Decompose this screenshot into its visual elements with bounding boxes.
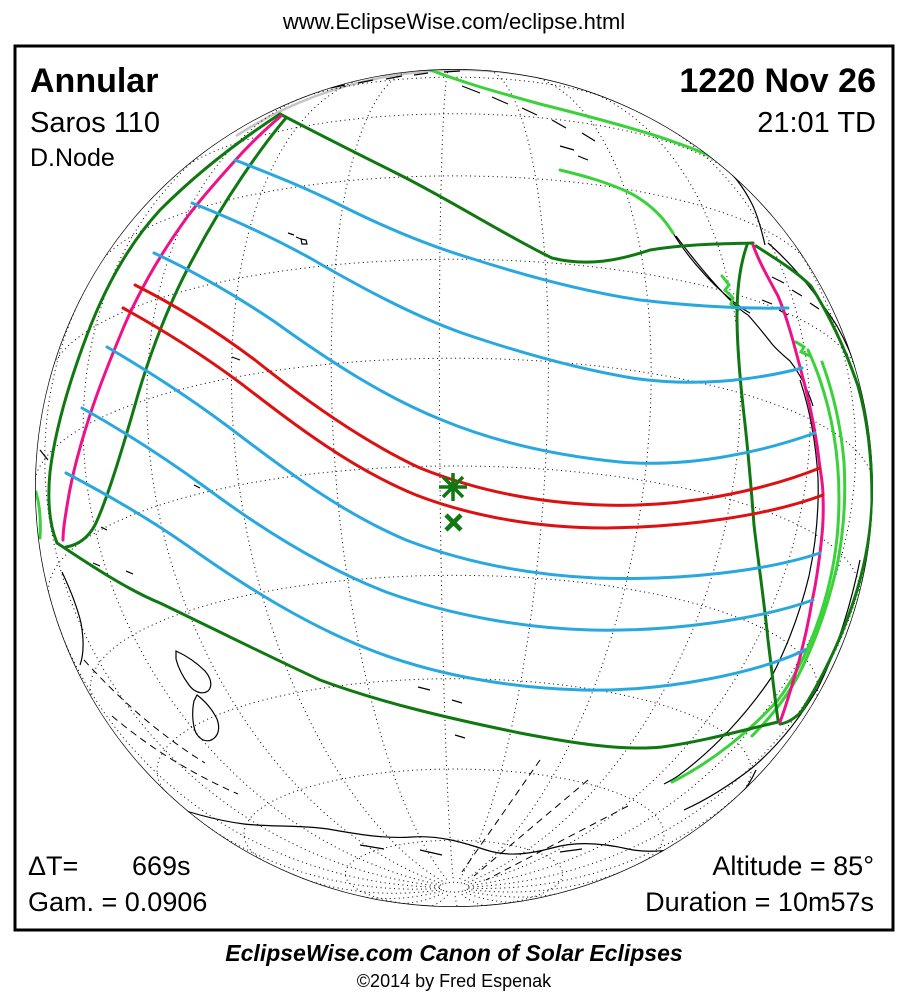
melanesia-coast-highlight bbox=[35, 490, 42, 540]
graticule-line bbox=[50, 258, 858, 372]
alaska-bc-coast-highlight bbox=[421, 69, 719, 162]
annular-path-northern-limit bbox=[133, 283, 822, 507]
central-america-coast-highlight bbox=[720, 274, 812, 358]
us-west-coast-highlight bbox=[558, 168, 675, 235]
graticule-line bbox=[346, 890, 445, 900]
greatest-eclipse-marker bbox=[439, 473, 467, 501]
new-zealand-south-island bbox=[192, 694, 220, 742]
graticule-line bbox=[89, 574, 819, 708]
west-sunrise-curve bbox=[64, 116, 288, 549]
magnitude-contour-4 bbox=[105, 345, 822, 581]
graticule-line bbox=[466, 112, 811, 886]
dashed-graticule-segments bbox=[83, 659, 629, 881]
asterisk-center bbox=[448, 482, 458, 492]
alaska-coast bbox=[461, 85, 596, 161]
graticule-line bbox=[463, 86, 741, 885]
hawaiian-islands bbox=[287, 232, 308, 245]
altitude-label: Altitude = 85° bbox=[712, 851, 874, 881]
graticule-line bbox=[82, 128, 442, 886]
graticule-line bbox=[275, 867, 442, 894]
greatest-duration-marker bbox=[444, 513, 463, 532]
southern-penumbral-limit bbox=[55, 541, 780, 750]
caribbean-islands bbox=[771, 276, 820, 310]
magnitude-contour-6 bbox=[64, 471, 807, 692]
page-url: www.EclipseWise.com/eclipse.html bbox=[282, 9, 625, 34]
delta-t-value: 669s bbox=[132, 851, 191, 881]
sunset-max-eclipse-curve bbox=[751, 243, 825, 724]
eclipse-date-label: 1220 Nov 26 bbox=[679, 62, 876, 100]
saros-label: Saros 110 bbox=[30, 107, 160, 139]
rise-set-max-eclipse-curves bbox=[61, 114, 825, 724]
magnitude-contours bbox=[64, 158, 822, 692]
magnitude-contour-1 bbox=[233, 158, 790, 310]
penumbral-limit-curves bbox=[47, 112, 873, 750]
node-label: D.Node bbox=[30, 144, 115, 172]
new-zealand-north-island bbox=[175, 650, 212, 694]
south-america-west-coast-highlight bbox=[670, 348, 841, 784]
magnitude-contour-5 bbox=[80, 406, 815, 632]
graticule-line bbox=[97, 175, 811, 266]
duration-label: Duration = 10m57s bbox=[645, 887, 874, 917]
graticule-line bbox=[467, 201, 857, 887]
west-limb-limit bbox=[47, 112, 282, 545]
gamma-label: Gam. = 0.0906 bbox=[28, 887, 207, 917]
graticule-line bbox=[47, 465, 861, 601]
annular-path-limits bbox=[121, 283, 825, 530]
eclipse-time-label: 21:01 TD bbox=[757, 107, 876, 139]
south-america-limb-coast bbox=[683, 559, 861, 811]
magnitude-contour-2 bbox=[190, 201, 804, 384]
eclipse-type-label: Annular bbox=[30, 62, 158, 100]
annular-path-southern-limit bbox=[121, 306, 825, 530]
footer-title: EclipseWise.com Canon of Solar Eclipses bbox=[225, 940, 682, 966]
east-sunset-curve bbox=[735, 243, 780, 722]
graticule-line bbox=[283, 76, 625, 105]
magnitude-contour-3 bbox=[152, 251, 817, 465]
northern-penumbral-limit bbox=[278, 112, 755, 264]
east-limb-limit bbox=[754, 244, 873, 726]
delta-t-label: ΔT= bbox=[28, 851, 78, 881]
graticule-line bbox=[464, 888, 580, 898]
sunrise-max-eclipse-curve bbox=[61, 114, 283, 542]
globe bbox=[35, 69, 873, 907]
footer-copyright: ©2014 by Fred Espenak bbox=[357, 971, 552, 991]
